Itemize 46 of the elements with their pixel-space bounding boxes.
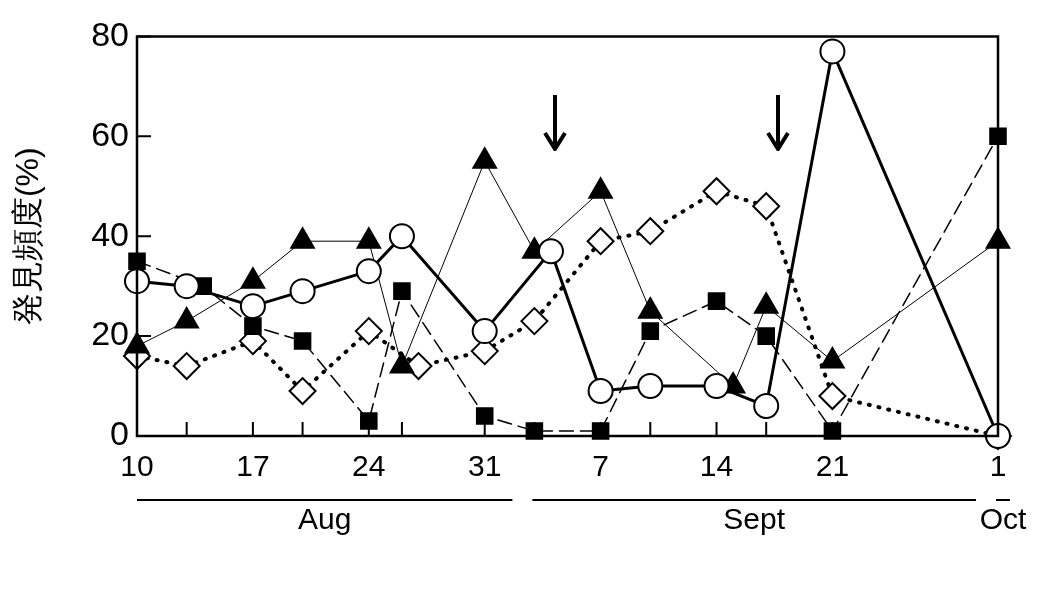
x-tick-label: 7 <box>592 449 609 483</box>
text: Aug <box>298 502 352 536</box>
point <box>288 377 317 406</box>
x-tick-label: 24 <box>352 449 386 483</box>
point <box>702 177 731 206</box>
point <box>757 327 775 345</box>
point <box>124 268 150 295</box>
point <box>293 332 312 350</box>
point <box>354 317 383 346</box>
point <box>355 258 382 285</box>
point <box>360 412 378 430</box>
point <box>475 407 494 425</box>
point <box>636 217 665 246</box>
x-tick-label: 17 <box>236 449 270 483</box>
x-tick-label: 1 <box>989 449 1007 483</box>
point <box>637 373 664 400</box>
point <box>289 278 316 305</box>
text: Oct <box>979 502 1027 536</box>
y-tick-label: 20 <box>91 314 129 353</box>
point <box>128 252 146 270</box>
y-tick-label: 40 <box>91 214 129 253</box>
text: Sept <box>723 502 786 536</box>
point <box>393 282 411 300</box>
point <box>586 227 615 256</box>
point <box>388 223 415 250</box>
point <box>641 322 660 340</box>
y-tick-label: 80 <box>91 14 129 53</box>
x-tick-label: 14 <box>699 449 734 483</box>
point <box>753 393 780 420</box>
y-tick-label: 60 <box>91 114 129 153</box>
point <box>172 352 201 381</box>
x-tick-label: 21 <box>815 449 850 483</box>
point <box>819 38 846 65</box>
point <box>537 238 564 265</box>
point <box>244 317 262 335</box>
point <box>707 292 726 310</box>
point <box>703 373 730 400</box>
point <box>752 192 781 221</box>
y-axis-title: 発見頻度(%) <box>9 147 46 326</box>
point <box>587 378 614 405</box>
point <box>520 307 549 336</box>
point <box>471 318 498 345</box>
x-tick-label: 31 <box>468 449 502 483</box>
point <box>173 273 200 300</box>
point <box>239 293 266 320</box>
point <box>818 382 847 411</box>
